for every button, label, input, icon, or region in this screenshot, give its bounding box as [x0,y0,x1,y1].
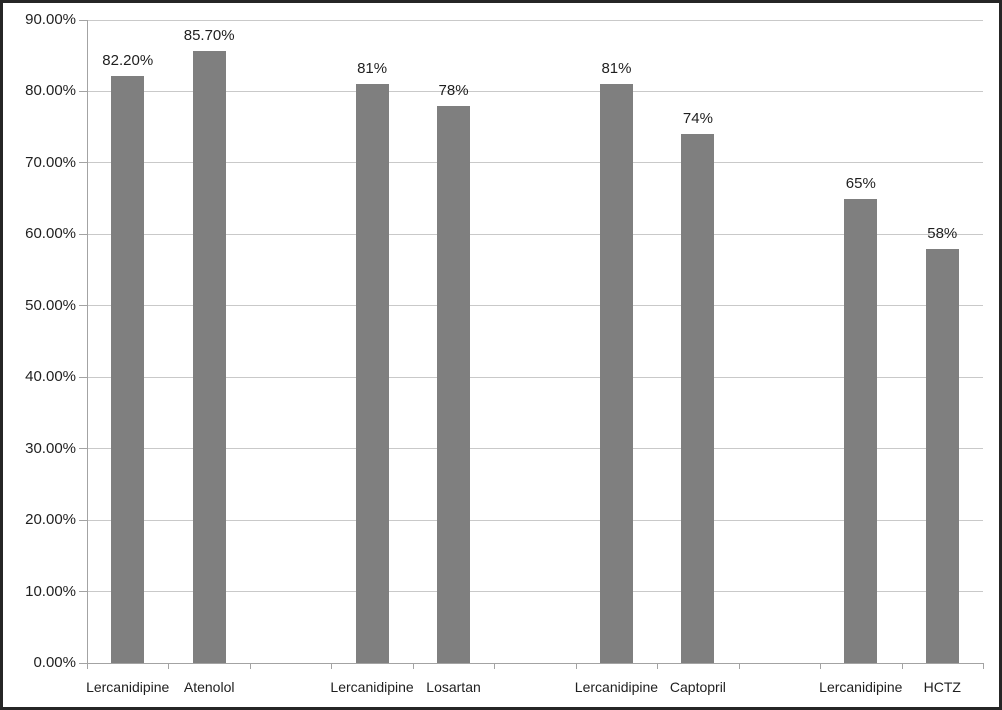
x-axis-tick [901,663,903,669]
y-axis-tick-label: 80.00% [25,82,76,100]
y-axis-tick [79,662,87,664]
y-axis-tick [79,90,87,92]
y-axis-tick [79,376,87,378]
bar-lercanidipine [111,75,145,663]
x-axis-tick [168,663,170,669]
category-label-atenolol: Atenolol [183,679,235,695]
y-axis-tick [79,19,87,21]
bar-losartan [437,105,471,663]
bar-atenolol [192,50,226,663]
category-label-lercanidipine: Lercanidipine [819,679,903,695]
category-label-lercanidipine: Lercanidipine [330,679,414,695]
y-axis-tick-label: 50.00% [25,296,76,314]
bar-value-label: 81% [357,60,388,78]
y-axis-tick [79,162,87,164]
x-axis-tick [494,663,496,669]
y-gridline [87,162,983,164]
y-axis-tick [79,305,87,307]
bar-value-label: 85.70% [183,26,235,44]
bar-value-label: 58% [927,224,958,242]
y-axis-tick-label: 10.00% [25,582,76,600]
bar-value-label: 82.20% [102,51,154,69]
y-axis-tick [79,448,87,450]
x-axis-tick [983,663,984,669]
y-gridline [87,591,983,593]
bar-lercanidipine [355,84,389,663]
y-axis-tick [79,233,87,235]
bar-value-label: 78% [438,81,469,99]
category-label-lercanidipine: Lercanidipine [86,679,170,695]
x-axis-tick [657,663,659,669]
y-gridline [87,305,983,307]
x-axis-tick [331,663,333,669]
y-axis-tick-label: 30.00% [25,439,76,457]
y-axis-tick-label: 0.00% [33,654,76,671]
category-label-hctz: HCTZ [923,679,961,695]
x-axis-line [87,663,984,664]
y-axis-tick [79,591,87,593]
y-axis-tick-label: 90.00% [25,11,76,28]
x-axis-tick [249,663,251,669]
y-axis-line [87,20,88,663]
y-gridline [87,19,983,21]
x-axis-tick [87,663,88,669]
y-axis-tick-label: 70.00% [25,153,76,171]
category-label-losartan: Losartan [426,679,481,695]
y-axis-tick-label: 60.00% [25,225,76,243]
y-gridline [87,519,983,521]
category-label-lercanidipine: Lercanidipine [574,679,659,695]
x-axis-tick [738,663,740,669]
x-axis-tick [575,663,577,669]
bar-captopril [681,134,715,663]
x-axis-tick [412,663,414,669]
bar-value-label: 74% [682,110,713,128]
y-gridline [87,90,983,92]
bar-value-label: 81% [601,60,632,78]
y-axis-tick-label: 20.00% [25,511,76,529]
category-label-captopril: Captopril [669,679,726,695]
y-gridline [87,233,983,235]
y-axis-tick [79,519,87,521]
y-gridline [87,448,983,450]
x-axis-tick [820,663,822,669]
y-axis-tick-label: 40.00% [25,368,76,386]
bar-lercanidipine [844,198,878,663]
bar-value-label: 65% [845,174,876,192]
y-gridline [87,376,983,378]
bar-lercanidipine [599,84,633,663]
bar-hctz [925,248,959,663]
